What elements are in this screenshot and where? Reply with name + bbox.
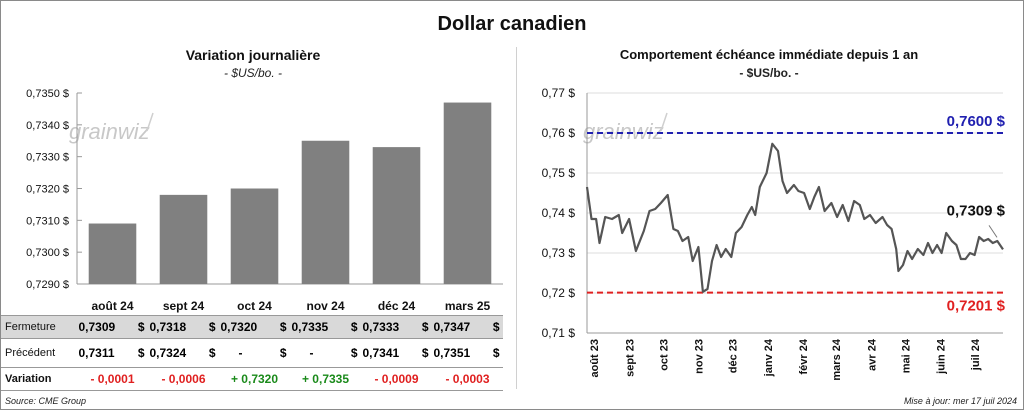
- cell-value: 0,7335: [291, 320, 329, 334]
- y-tick-label: 0,77 $: [542, 86, 576, 100]
- bar: [88, 223, 137, 284]
- x-tick-label: oct 23: [658, 339, 670, 371]
- bar: [443, 102, 492, 284]
- variation-value: + 0,7335: [301, 372, 350, 386]
- cell-currency: $: [350, 346, 358, 360]
- bar: [230, 188, 279, 284]
- reference-label: 0,7600 $: [947, 113, 1006, 130]
- y-tick-label: 0,7350 $: [26, 88, 69, 100]
- bar: [372, 147, 421, 284]
- cell-currency: $: [421, 346, 429, 360]
- last-value-label: 0,7309 $: [947, 202, 1006, 219]
- cell-currency: $: [208, 346, 216, 360]
- source-note: Source: CME Group: [5, 396, 87, 406]
- x-tick-label: août 23: [589, 339, 601, 378]
- y-tick-label: 0,74 $: [542, 206, 576, 220]
- x-tick-label: janv 24: [763, 338, 775, 377]
- grainwiz-watermark: grainwiz: [583, 112, 668, 144]
- y-tick-label: 0,73 $: [542, 246, 576, 260]
- cell-currency: $: [279, 320, 287, 334]
- x-tick-label: sept 23: [624, 339, 636, 377]
- x-tick-label: avr 24: [866, 338, 878, 371]
- bar: [159, 194, 208, 284]
- bar: [301, 140, 350, 284]
- x-tick-label: juil 24: [970, 338, 982, 371]
- right-panel-title: Comportement échéance immédiate depuis 1…: [619, 47, 919, 62]
- y-tick-label: 0,71 $: [542, 326, 576, 340]
- x-tick-label: mars 25: [445, 299, 491, 313]
- cell-currency: $: [492, 320, 500, 334]
- cell-value: 0,7351: [433, 346, 471, 360]
- left-panel-title: Variation journalière: [185, 47, 321, 63]
- variation-value: - 0,0001: [90, 372, 135, 386]
- cell-value: 0,7333: [362, 320, 400, 334]
- x-tick-label: oct 24: [237, 299, 272, 313]
- y-tick-label: 0,72 $: [542, 286, 576, 300]
- row-label-fermeture: Fermeture: [5, 321, 56, 333]
- cell-value: 0,7318: [149, 320, 187, 334]
- reference-label: 0,7201 $: [947, 298, 1006, 315]
- main-title: Dollar canadien: [437, 13, 587, 35]
- variation-value: - 0,0009: [374, 372, 419, 386]
- right-panel-unit: - $US/bo. -: [739, 66, 799, 80]
- y-tick-label: 0,7310 $: [26, 215, 69, 227]
- cell-currency: $: [421, 320, 429, 334]
- panel-divider: [516, 47, 517, 389]
- y-tick-label: 0,7330 $: [26, 152, 69, 164]
- x-tick-label: déc 24: [378, 299, 416, 313]
- x-tick-label: mai 24: [900, 338, 912, 373]
- cell-value: 0,7324: [149, 346, 187, 360]
- variation-value: - 0,0006: [161, 372, 206, 386]
- cell-currency: $: [279, 346, 287, 360]
- y-tick-label: 0,7340 $: [26, 120, 69, 132]
- y-tick-label: 0,76 $: [542, 126, 576, 140]
- cell-value: 0,7309: [78, 320, 116, 334]
- watermark-stroke: [660, 112, 668, 132]
- y-tick-label: 0,7300 $: [26, 247, 69, 259]
- watermark-stroke: [146, 112, 154, 132]
- x-tick-label: août 24: [91, 299, 133, 313]
- left-panel-unit: - $US/bo. -: [223, 66, 283, 80]
- cell-value: -: [238, 346, 243, 360]
- x-tick-label: sept 24: [163, 299, 205, 313]
- y-tick-label: 0,7290 $: [26, 279, 69, 291]
- y-tick-label: 0,7320 $: [26, 184, 69, 196]
- watermark-text: grainwiz: [583, 119, 664, 144]
- variation-value: - 0,0003: [445, 372, 490, 386]
- cell-value: 0,7341: [362, 346, 400, 360]
- x-tick-label: déc 23: [728, 339, 740, 373]
- cell-value: -: [309, 346, 314, 360]
- x-tick-label: févr 24: [798, 338, 810, 374]
- cell-currency: $: [208, 320, 216, 334]
- cell-currency: $: [492, 346, 500, 360]
- x-tick-label: juin 24: [936, 338, 948, 375]
- values-table: Fermeture 0,7309 $0,7318 $0,7320 $0,7335 $0,…: [1, 315, 505, 391]
- variation-value: + 0,7320: [230, 372, 279, 386]
- cell-currency: $: [137, 320, 145, 334]
- cell-value: 0,7320: [220, 320, 258, 334]
- row-label-precedent: Précédent: [5, 347, 56, 359]
- x-tick-label: mars 24: [831, 338, 843, 380]
- watermark-text: grainwiz: [69, 119, 150, 144]
- cell-value: 0,7311: [78, 346, 115, 360]
- cell-currency: $: [137, 346, 145, 360]
- cell-currency: $: [350, 320, 358, 334]
- y-tick-label: 0,75 $: [542, 166, 576, 180]
- cell-value: 0,7347: [433, 320, 471, 334]
- table-row-precedent: Précédent 0,7311 $0,7324 $ - $ - $0,7341 $0,735…: [1, 342, 503, 364]
- daily-variation-bar-chart: grainwiz 0,7290 $ 0,7300 $ 0,7310 $ 0,7320 …: [26, 88, 503, 313]
- table-row-fermeture: Fermeture 0,7309 $0,7318 $0,7320 $0,7335 $0,…: [1, 315, 503, 339]
- update-note: Mise à jour: mer 17 juil 2024: [903, 396, 1017, 406]
- x-tick-label: nov 24: [306, 299, 344, 313]
- last-value-leader: [988, 225, 998, 238]
- x-tick-label: nov 23: [694, 339, 706, 374]
- grainwiz-watermark: grainwiz: [69, 112, 154, 144]
- row-label-variation: Variation: [5, 373, 52, 385]
- price-series-line: [585, 142, 1004, 293]
- table-row-variation: Variation - 0,0001 - 0,0006 + 0,7320 + 0,73…: [1, 367, 503, 391]
- one-year-line-chart: grainwiz 0,71 $ 0,72 $ 0,73 $ 0,74 $ 0,75 $ 0…: [542, 86, 1006, 381]
